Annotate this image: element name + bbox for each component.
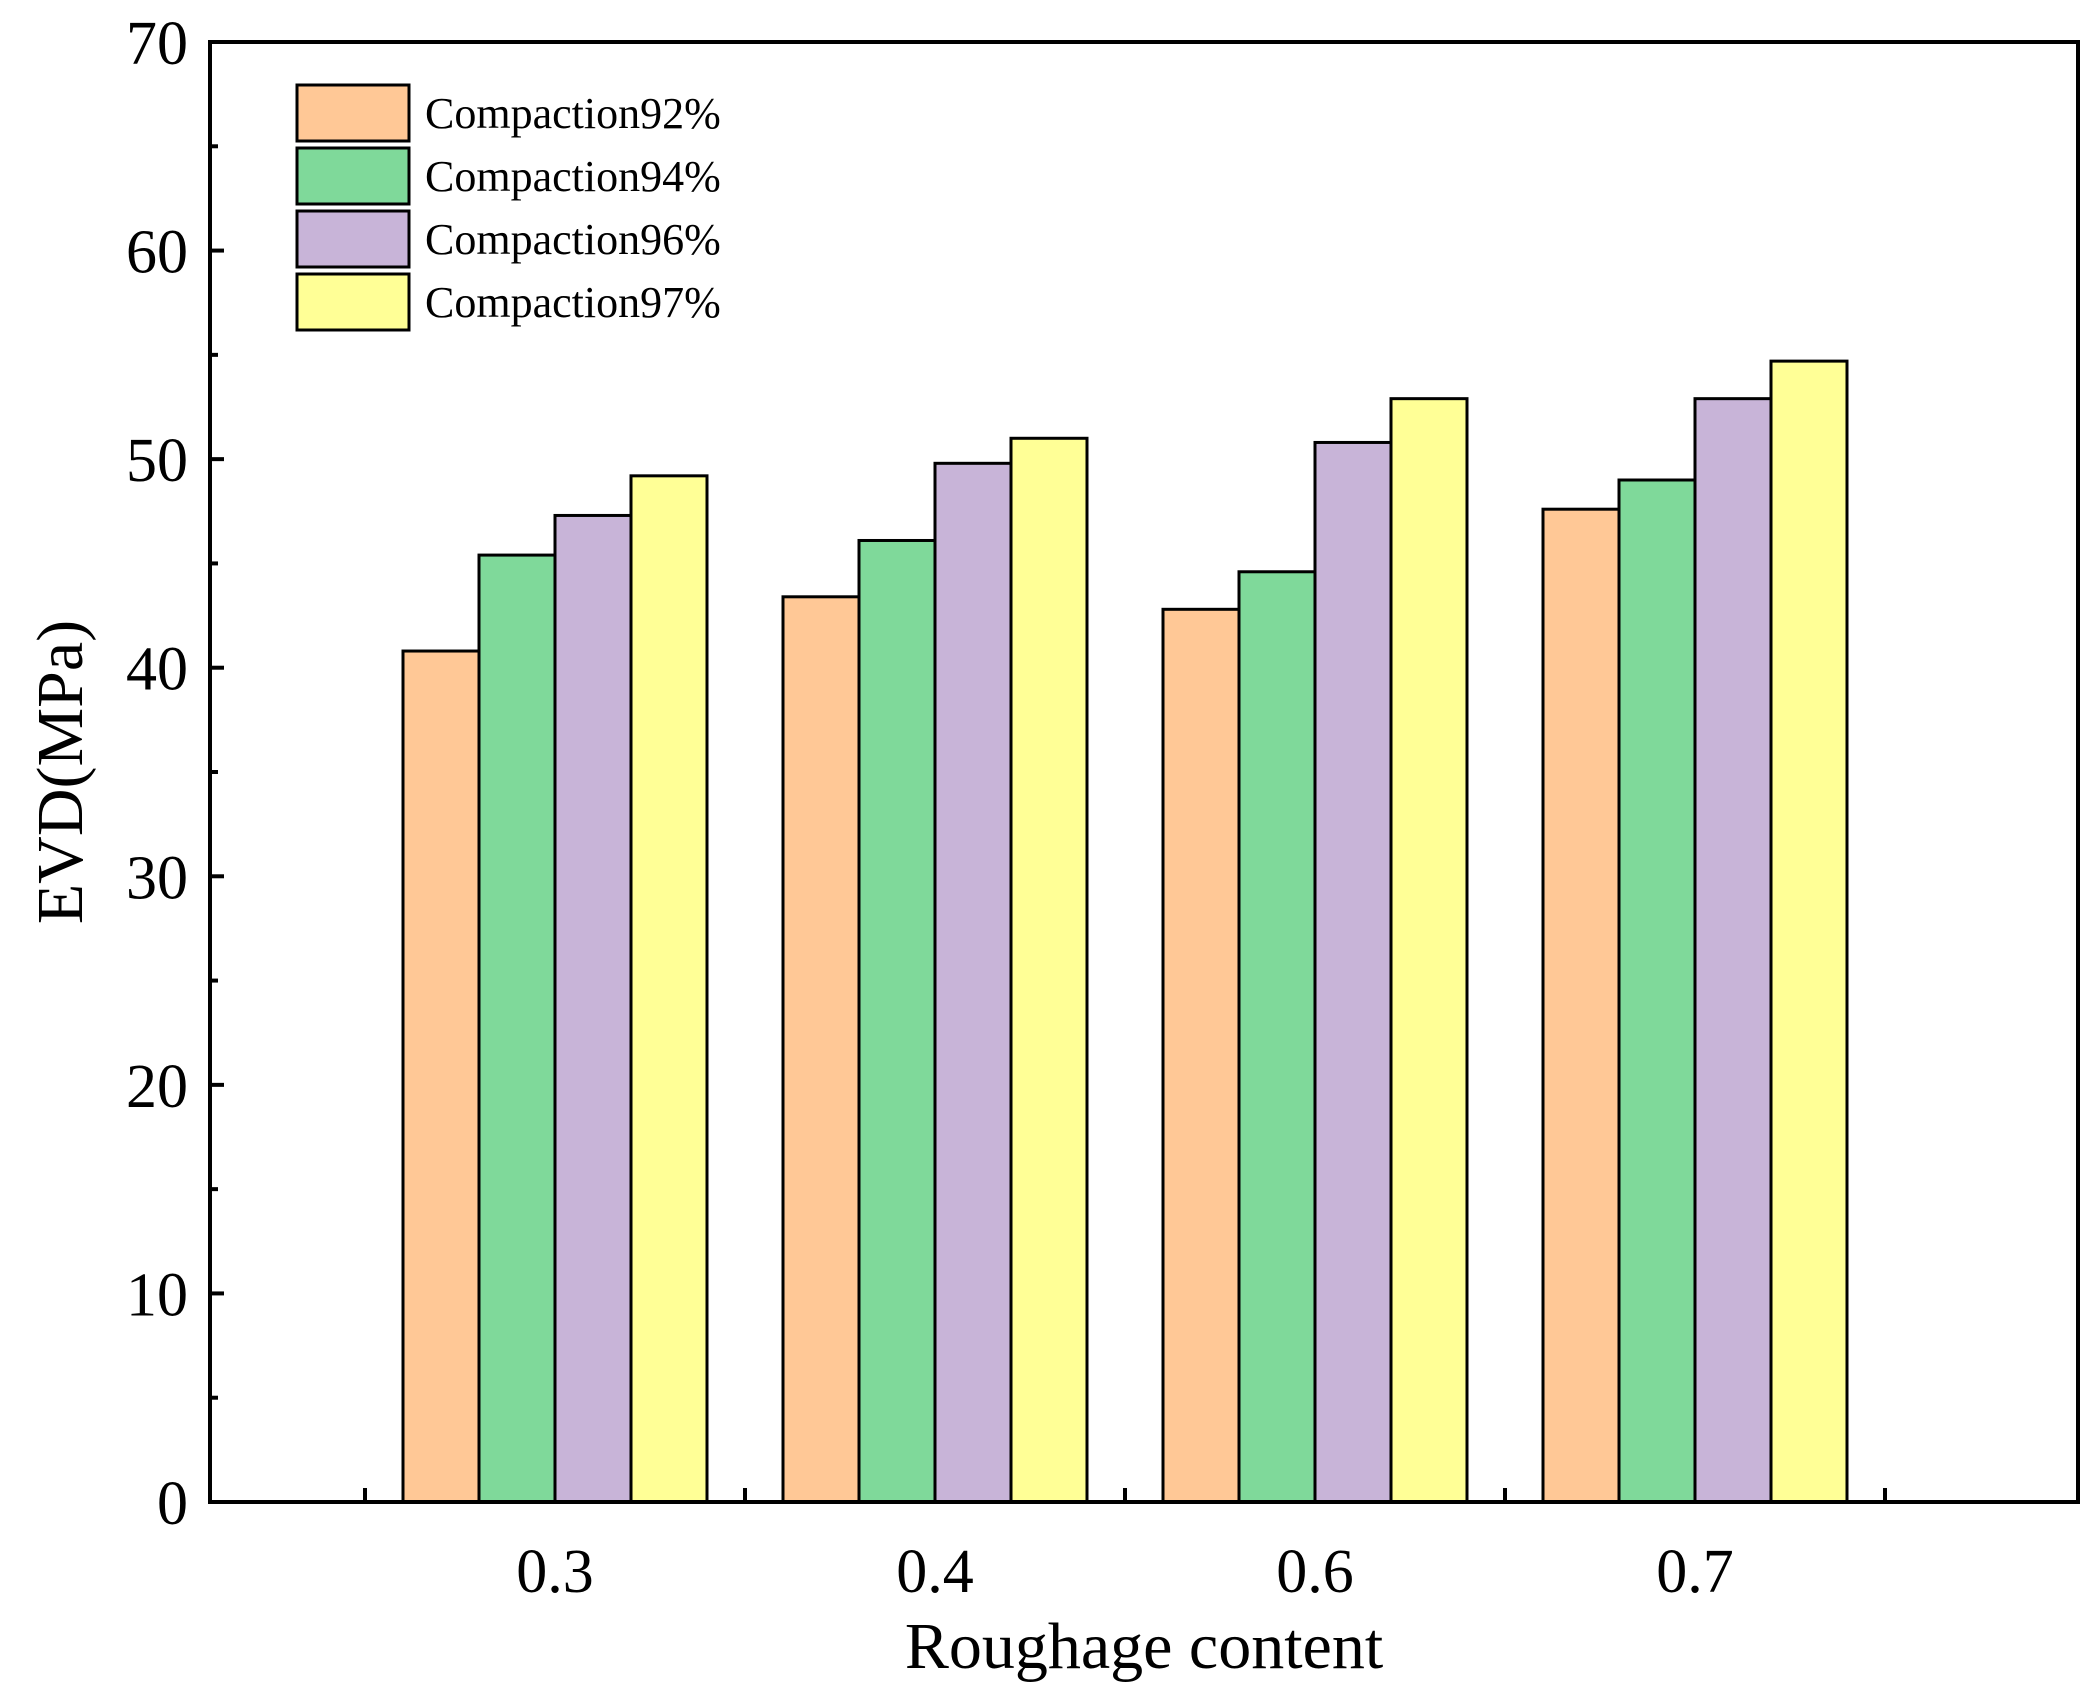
- axis-ticks: [210, 40, 1887, 1504]
- legend-swatch: [295, 209, 411, 269]
- y-tick-label: 10: [126, 1261, 188, 1329]
- tick-labels: 0 10 20 30 40 50 60 70 0.3 0.4 0.6 0.7: [126, 10, 1734, 1606]
- bar-compaction92--0.4: [781, 595, 861, 1504]
- bar-compaction96--0.4: [933, 461, 1013, 1504]
- legend-label: Compaction92%: [425, 89, 721, 138]
- y-tick-label: 20: [126, 1053, 188, 1121]
- y-tick-label: 0: [157, 1470, 188, 1538]
- y-tick-label: 30: [126, 844, 188, 912]
- bar-compaction97--0.4: [1009, 436, 1089, 1504]
- bar-compaction96--0.7: [1693, 397, 1773, 1504]
- x-tick-label: 0.3: [516, 1538, 594, 1606]
- y-tick-label: 70: [126, 10, 188, 78]
- bar-compaction97--0.3: [629, 474, 709, 1504]
- bar-compaction96--0.6: [1313, 440, 1393, 1504]
- bar-compaction92--0.7: [1541, 507, 1621, 1504]
- y-tick-label: 60: [126, 219, 188, 287]
- legend-swatch: [295, 272, 411, 332]
- x-tick-label: 0.7: [1656, 1538, 1734, 1606]
- x-tick-label: 0.4: [896, 1538, 974, 1606]
- legend-label: Compaction96%: [425, 215, 721, 264]
- bars-group: [401, 359, 1849, 1504]
- bar-compaction94--0.3: [477, 553, 557, 1504]
- y-tick-label: 50: [126, 427, 188, 495]
- legend: Compaction92% Compaction94% Compaction96% C…: [295, 83, 721, 332]
- y-tick-label: 40: [126, 636, 188, 704]
- legend-label: Compaction94%: [425, 152, 721, 201]
- x-tick-label: 0.6: [1276, 1538, 1354, 1606]
- bar-compaction96--0.3: [553, 513, 633, 1504]
- bar-compaction97--0.6: [1389, 397, 1469, 1504]
- bar-compaction97--0.7: [1769, 359, 1849, 1504]
- bar-compaction94--0.4: [857, 538, 937, 1504]
- bar-compaction92--0.6: [1161, 607, 1241, 1504]
- x-axis-title: Roughage content: [905, 1610, 1383, 1683]
- legend-swatch: [295, 146, 411, 206]
- bar-compaction94--0.6: [1237, 570, 1317, 1504]
- legend-swatch: [295, 83, 411, 143]
- legend-label: Compaction97%: [425, 278, 721, 327]
- bar-compaction94--0.7: [1617, 478, 1697, 1504]
- y-axis-title: EVD(MPa): [24, 620, 97, 924]
- bar-compaction92--0.3: [401, 649, 481, 1504]
